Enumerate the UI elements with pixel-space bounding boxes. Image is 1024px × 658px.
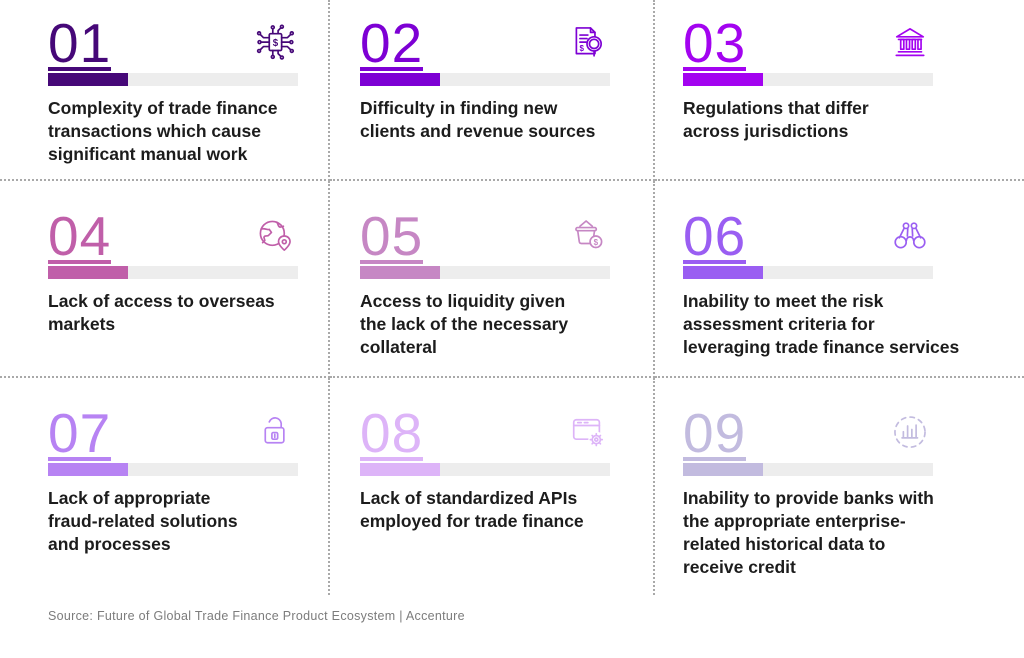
challenges-grid: 01 $: [0, 0, 1024, 595]
basket-dollar-icon: $: [564, 213, 610, 259]
progress-track: [683, 72, 933, 86]
progress-fill: [360, 265, 440, 279]
challenge-card-09: 09 Inability to provide banks with the a…: [655, 378, 1024, 595]
progress-track: [48, 72, 298, 86]
item-number: 05: [360, 205, 424, 267]
source-note: Source: Future of Global Trade Finance P…: [48, 609, 465, 623]
progress-track: [360, 72, 610, 86]
item-description: Lack of standardized APIs employed for t…: [360, 487, 584, 531]
challenge-card-04: 04 Lack of access to overs: [0, 181, 330, 378]
window-gear-icon: [564, 410, 610, 456]
svg-text:$: $: [594, 238, 599, 247]
item-number: 08: [360, 402, 424, 464]
svg-text:$: $: [579, 44, 584, 53]
progress-track: [360, 462, 610, 476]
progress-fill: [48, 265, 128, 279]
item-description: Complexity of trade finance transactions…: [48, 97, 278, 164]
item-number: 09: [683, 402, 747, 464]
progress-fill: [48, 462, 128, 476]
item-number: 04: [48, 205, 112, 267]
item-number: 06: [683, 205, 747, 267]
progress-track: [360, 265, 610, 279]
padlock-icon: [252, 410, 298, 456]
challenge-card-07: 07 Lack of appropriate fraud-related sol…: [0, 378, 330, 595]
challenge-card-03: 03: [655, 0, 1024, 181]
binoculars-icon: [887, 213, 933, 259]
item-description: Regulations that differ across jurisdict…: [683, 97, 869, 141]
progress-track: [48, 265, 298, 279]
item-description: Lack of access to overseas markets: [48, 290, 275, 334]
progress-track: [48, 462, 298, 476]
item-number: 01: [48, 12, 112, 74]
challenge-card-01: 01 $: [0, 0, 330, 181]
challenge-card-06: 06: [655, 181, 1024, 378]
bar-chart-icon: [887, 410, 933, 456]
item-description: Difficulty in finding new clients and re…: [360, 97, 596, 141]
progress-fill: [48, 72, 128, 86]
item-description: Lack of appropriate fraud-related soluti…: [48, 487, 238, 554]
item-number: 02: [360, 12, 424, 74]
challenge-card-05: 05 $ Access to liquidity gi: [330, 181, 655, 378]
item-number: 03: [683, 12, 747, 74]
challenge-card-02: 02 $: [330, 0, 655, 181]
item-description: Access to liquidity given the lack of th…: [360, 290, 569, 357]
item-description: Inability to meet the risk assessment cr…: [683, 290, 960, 357]
svg-text:$: $: [273, 38, 279, 49]
globe-pin-icon: [252, 213, 298, 259]
item-number: 07: [48, 402, 112, 464]
progress-fill: [360, 72, 440, 86]
challenge-card-08: 08: [330, 378, 655, 595]
document-search-icon: $: [564, 20, 610, 66]
progress-track: [683, 462, 933, 476]
progress-fill: [360, 462, 440, 476]
bank-icon: [887, 20, 933, 66]
progress-fill: [683, 462, 763, 476]
progress-track: [683, 265, 933, 279]
progress-fill: [683, 265, 763, 279]
circuit-dollar-icon: $: [252, 20, 298, 66]
item-description: Inability to provide banks with the appr…: [683, 487, 934, 577]
progress-fill: [683, 72, 763, 86]
